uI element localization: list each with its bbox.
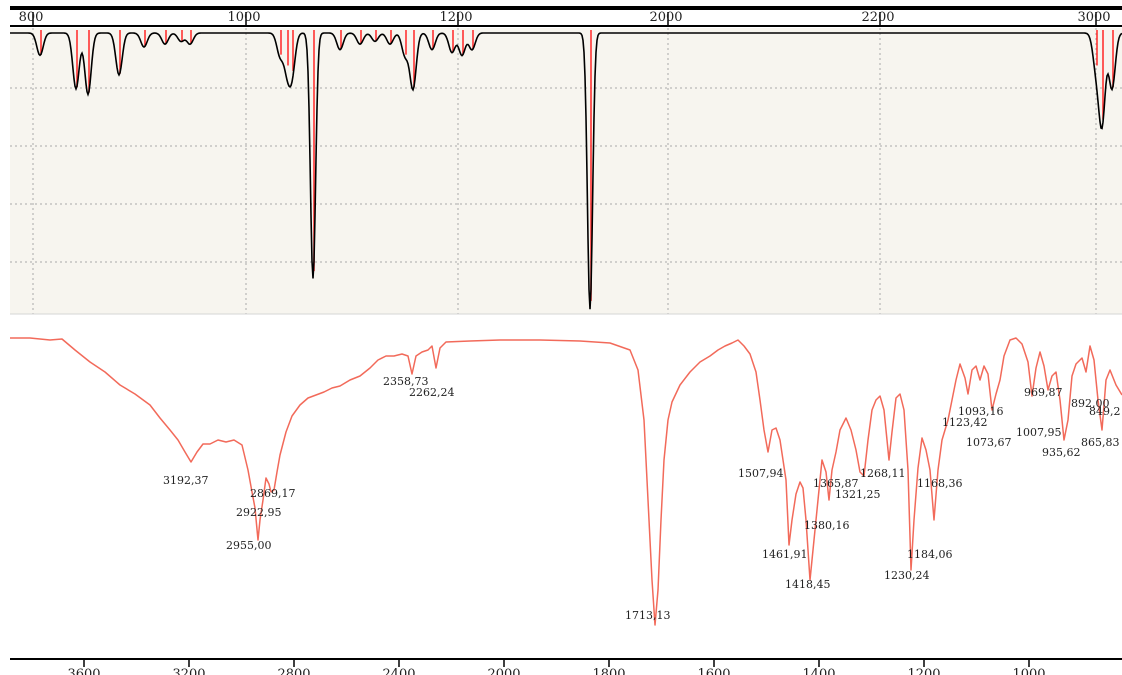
peak-label: 1713,13 — [625, 609, 671, 622]
bottom-tick-label: 1400 — [802, 667, 835, 675]
top-tick-label: 800 — [19, 10, 44, 25]
peak-label: 969,87 — [1024, 386, 1063, 399]
peak-label: 1093,16 — [958, 405, 1004, 418]
top-tick-label: 2200 — [861, 10, 894, 25]
measured-spectrum-curve — [10, 337, 1122, 626]
reference-stick-lines — [40, 30, 1114, 301]
top-tick-label: 1200 — [439, 10, 472, 25]
bottom-tick-label: 2800 — [277, 667, 310, 675]
measured-panel: 3192,37 2955,00 2922,95 2869,17 2358,732262,… — [10, 337, 1122, 675]
peak-label: 1418,45 — [785, 578, 831, 591]
bottom-tick-label: 1600 — [697, 667, 730, 675]
bottom-tick-label: 2000 — [487, 667, 520, 675]
bottom-tick-label: 1000 — [1012, 667, 1045, 675]
top-axis-strip — [10, 10, 1122, 26]
peak-label: 1230,24 — [884, 569, 930, 582]
top-tick-label: 2000 — [649, 10, 682, 25]
peak-label: 892,00 — [1071, 397, 1110, 410]
reference-spectrum-curve — [10, 32, 1122, 310]
peak-label: 1184,06 — [907, 548, 953, 561]
bottom-tick-label: 1200 — [907, 667, 940, 675]
peak-label: 1123,42 — [942, 416, 988, 429]
reference-grid — [10, 28, 1122, 314]
peak-label: 1073,67 — [966, 436, 1012, 449]
top-tick-label: 1000 — [227, 10, 260, 25]
peak-label: 1268,11 — [860, 467, 906, 480]
top-axis-bar — [10, 6, 1122, 10]
bottom-tick-label: 2400 — [382, 667, 415, 675]
top-axis-ticks: 800 1000 1200 2000 2200 3000 — [19, 10, 1111, 26]
top-tick-label: 3000 — [1077, 10, 1110, 25]
bottom-tick-label: 1800 — [592, 667, 625, 675]
peak-label: 2922,95 — [236, 506, 282, 519]
bottom-tick-label: 3200 — [172, 667, 205, 675]
bottom-tick-label: 3600 — [67, 667, 100, 675]
peak-label: 1461,91 — [762, 548, 808, 561]
peak-label: 849,2 — [1089, 405, 1121, 418]
peak-label: 3192,37 — [163, 474, 209, 487]
reference-plot-area — [10, 28, 1122, 314]
peak-label: 2955,00 — [226, 539, 272, 552]
peak-label: 1168,36 — [917, 477, 963, 490]
peak-label: 2869,17 — [250, 487, 296, 500]
peak-label: 1365,87 — [813, 477, 859, 490]
peak-label: 1380,16 — [804, 519, 850, 532]
peak-label: 1507,94 — [738, 467, 784, 480]
peak-label: 1321,25 — [835, 488, 881, 501]
peak-label: 865,83 — [1081, 436, 1120, 449]
peak-label: 1007,95 — [1016, 426, 1062, 439]
reference-panel: 800 1000 1200 2000 2200 3000 — [10, 6, 1122, 315]
peak-label: 2262,24 — [409, 386, 455, 399]
bottom-axis-ticks: 3600 3200 2800 2400 2000 1800 1600 1400 1200 1000 — [67, 659, 1046, 675]
peak-labels: 3192,37 2955,00 2922,95 2869,17 2358,732262,… — [163, 375, 1121, 622]
peak-label: 2358,73 — [383, 375, 429, 388]
peak-label: 935,62 — [1042, 446, 1081, 459]
